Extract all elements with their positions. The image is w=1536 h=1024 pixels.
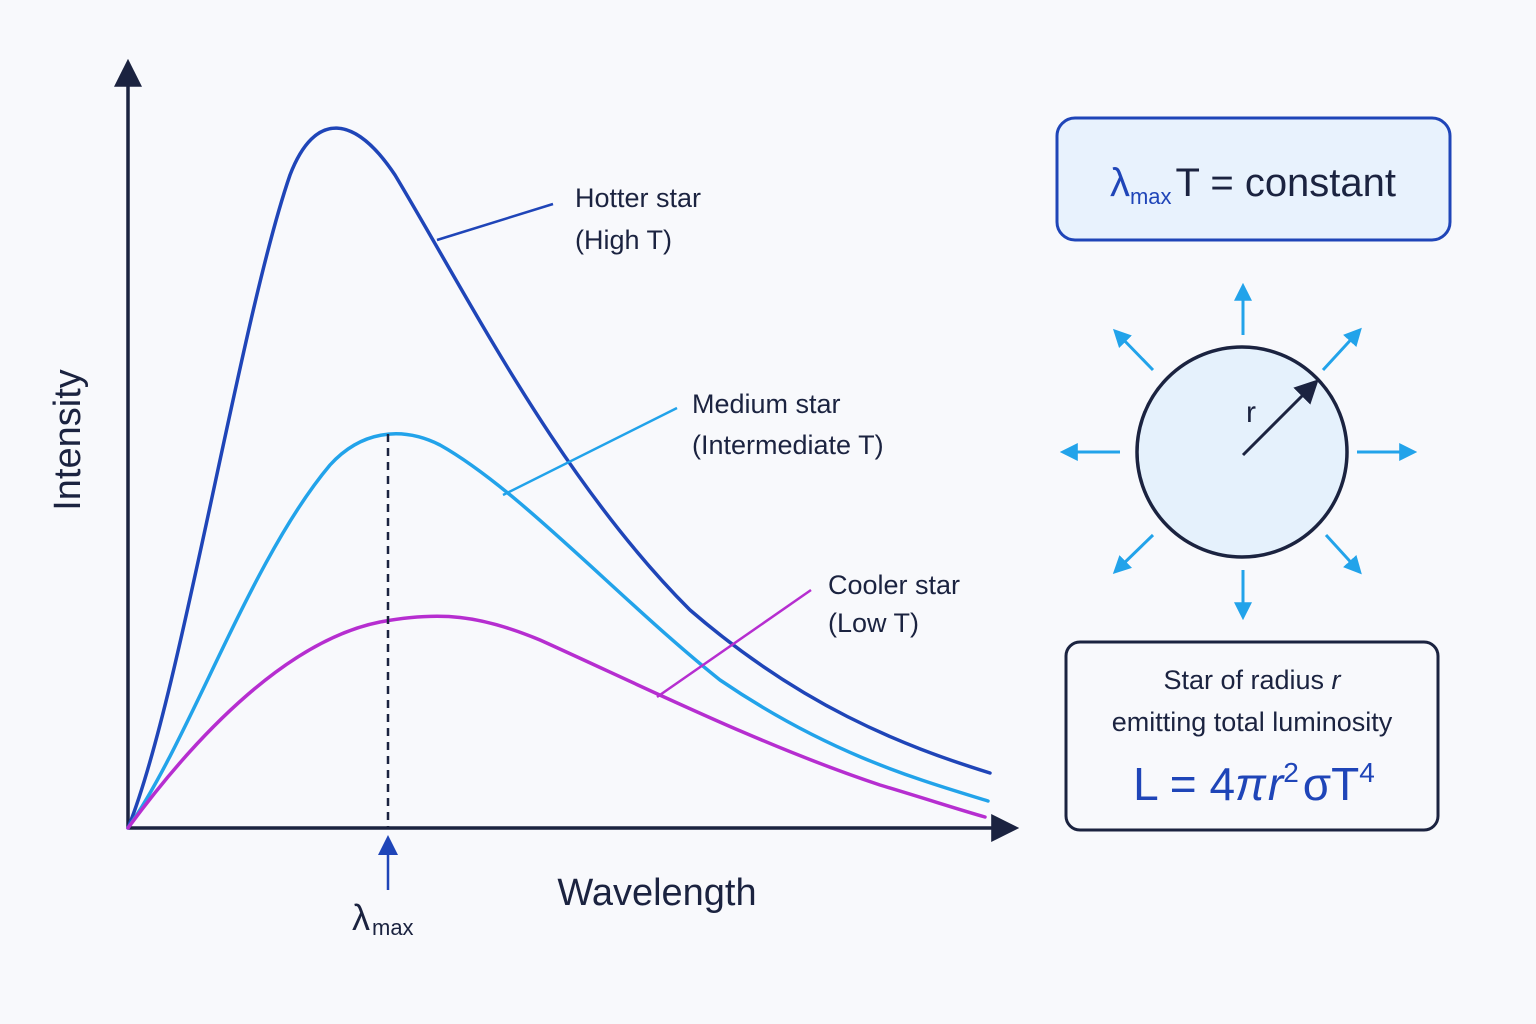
medium-leader-line bbox=[502, 406, 678, 497]
luminosity-formula: L = 4πr2σT4 bbox=[1133, 757, 1375, 810]
ray-down-right bbox=[1324, 533, 1362, 575]
lambda-max-label: λmax bbox=[352, 897, 414, 940]
ray-down-left bbox=[1112, 533, 1155, 575]
y-axis-title: Intensity bbox=[47, 369, 89, 511]
radius-label: r bbox=[1246, 396, 1256, 429]
radius-arrow bbox=[1241, 379, 1319, 457]
hot-star-label-line2: (High T) bbox=[575, 225, 672, 255]
wien-law-box bbox=[1055, 116, 1452, 242]
cool-star-label-line2: (Low T) bbox=[828, 608, 919, 638]
luminosity-line2: emitting total luminosity bbox=[1112, 707, 1393, 737]
medium-star-label-line1: Medium star bbox=[692, 389, 841, 419]
cool-star-curve bbox=[126, 614, 987, 830]
wien-law-formula: λmax T = constant bbox=[1110, 161, 1396, 209]
medium-star-label-line2: (Intermediate T) bbox=[692, 430, 884, 460]
luminosity-box bbox=[1064, 640, 1440, 832]
hot-star-label-line1: Hotter star bbox=[575, 183, 701, 213]
medium-star-curve bbox=[126, 432, 990, 830]
hot-star-curve bbox=[126, 126, 992, 830]
cool-leader-line bbox=[656, 588, 812, 699]
luminosity-line1: Star of radius r bbox=[1163, 665, 1341, 695]
radiation-arrows bbox=[1059, 282, 1418, 621]
ray-up-left bbox=[1112, 328, 1155, 372]
x-axis-title: Wavelength bbox=[557, 872, 756, 914]
cool-star-label-line1: Cooler star bbox=[828, 570, 960, 600]
ray-up-right bbox=[1321, 327, 1362, 372]
star-circle bbox=[1135, 345, 1349, 559]
hot-leader-line bbox=[436, 202, 554, 242]
